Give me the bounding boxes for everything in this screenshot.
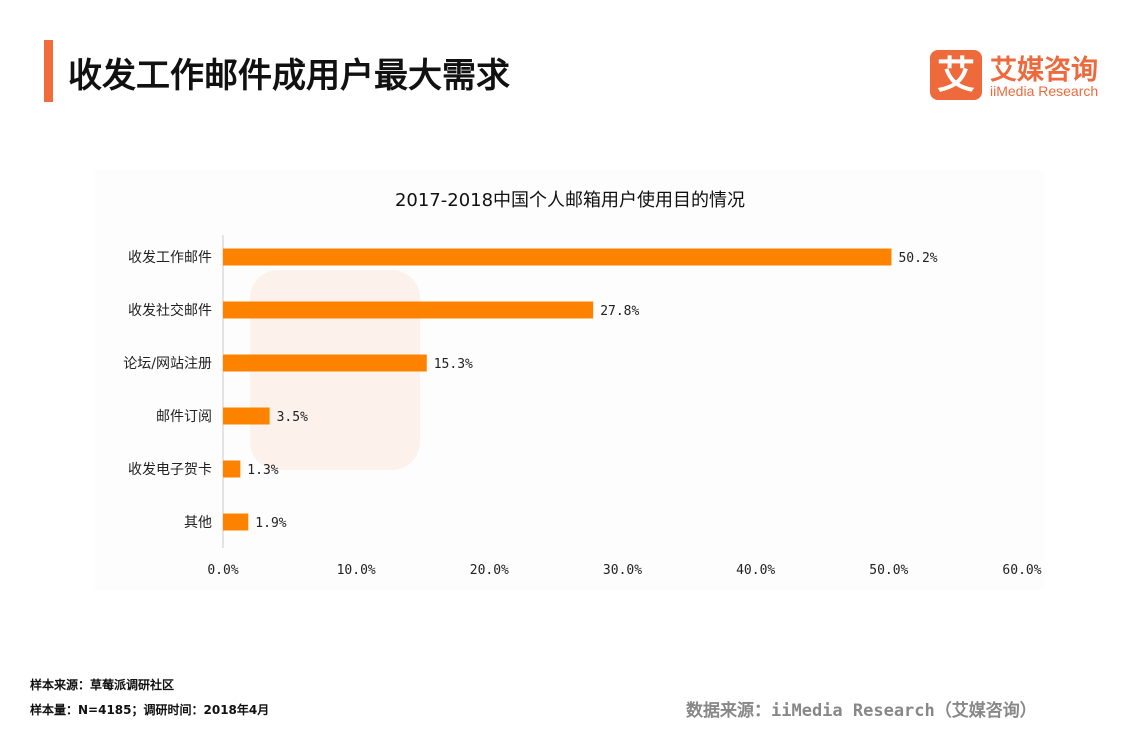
data-label: 1.3% — [247, 463, 278, 478]
x-tick-label: 0.0% — [207, 563, 238, 578]
sample-source: 样本来源：草莓派调研社区 — [30, 678, 175, 692]
x-tick-label: 60.0% — [1002, 563, 1041, 578]
x-tick-label: 50.0% — [869, 563, 908, 578]
x-tick-label: 40.0% — [736, 563, 775, 578]
bar — [223, 248, 892, 266]
data-source: 数据来源：iiMedia Research（艾媒咨询） — [686, 701, 1037, 721]
title-accent-bar — [44, 40, 53, 102]
category-label: 邮件订阅 — [156, 409, 212, 425]
bar — [223, 460, 241, 478]
data-label: 27.8% — [600, 304, 639, 319]
page-title: 收发工作邮件成用户最大需求 — [68, 56, 510, 96]
category-label: 收发工作邮件 — [128, 250, 212, 266]
logo-mark: 艾 — [930, 50, 982, 100]
category-label: 论坛/网站注册 — [123, 356, 212, 372]
bar — [223, 301, 594, 319]
x-tick-label: 10.0% — [337, 563, 376, 578]
logo-cn: 艾媒咨询 — [990, 55, 1098, 86]
category-label: 其他 — [184, 515, 212, 531]
x-tick-label: 30.0% — [603, 563, 642, 578]
category-label: 收发电子贺卡 — [128, 462, 212, 478]
x-tick-label: 20.0% — [470, 563, 509, 578]
category-label: 收发社交邮件 — [128, 302, 212, 319]
sample-size: 样本量：N=4185；调研时间：2018年4月 — [30, 703, 270, 717]
chart-title: 2017-2018中国个人邮箱用户使用目的情况 — [395, 190, 745, 211]
logo-en: iiMedia Research — [990, 83, 1099, 99]
bar — [223, 407, 270, 425]
data-label: 3.5% — [277, 410, 308, 425]
data-label: 15.3% — [434, 357, 473, 372]
data-label: 1.9% — [255, 516, 286, 531]
bar — [223, 513, 249, 531]
bar — [223, 354, 427, 372]
data-label: 50.2% — [898, 251, 937, 266]
